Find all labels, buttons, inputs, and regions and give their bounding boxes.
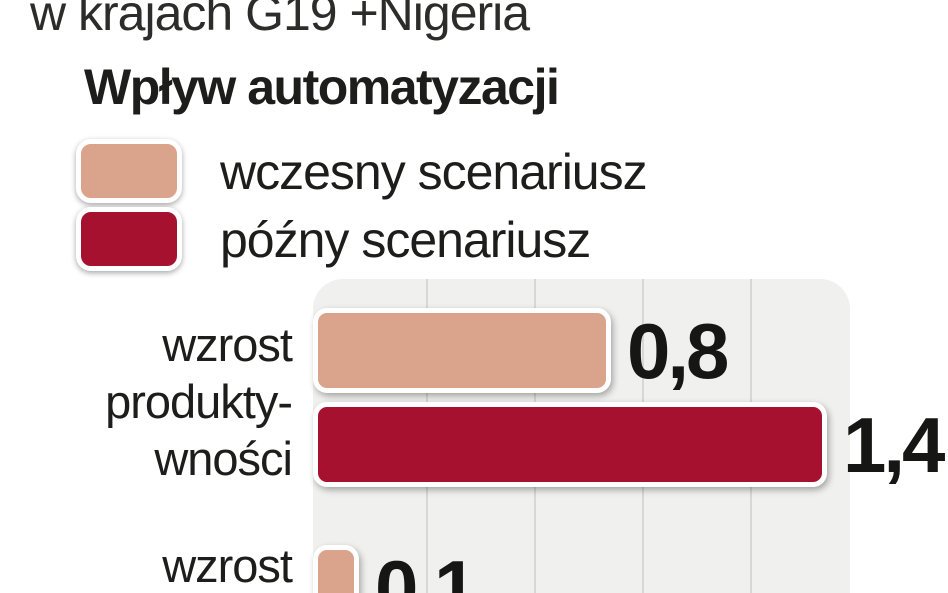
category-label: wzrost: [0, 537, 293, 593]
chart-title: Wpływ automatyzacji: [84, 59, 560, 115]
legend-label: wczesny scenariusz: [220, 144, 648, 200]
bar: [313, 402, 827, 487]
bar: [313, 545, 359, 593]
category-label-line: produkty-: [105, 375, 293, 428]
category-label-line: wności: [154, 432, 293, 485]
legend-swatch: [76, 139, 182, 203]
category-label: wzrost produkty-wności: [0, 316, 293, 487]
legend-label: późny scenariusz: [220, 212, 591, 268]
bar-value-label: 0,1: [375, 543, 477, 593]
category-label-line: wzrost: [162, 318, 293, 371]
bar-value-label: 1,4: [843, 400, 945, 489]
bar-value-label: 0,8: [627, 306, 729, 395]
legend-swatch: [76, 207, 182, 271]
chart-context-line: w krajach G19 +Nigeria: [30, 0, 530, 41]
category-label-line: wzrost: [162, 539, 293, 592]
bar: [313, 308, 611, 393]
